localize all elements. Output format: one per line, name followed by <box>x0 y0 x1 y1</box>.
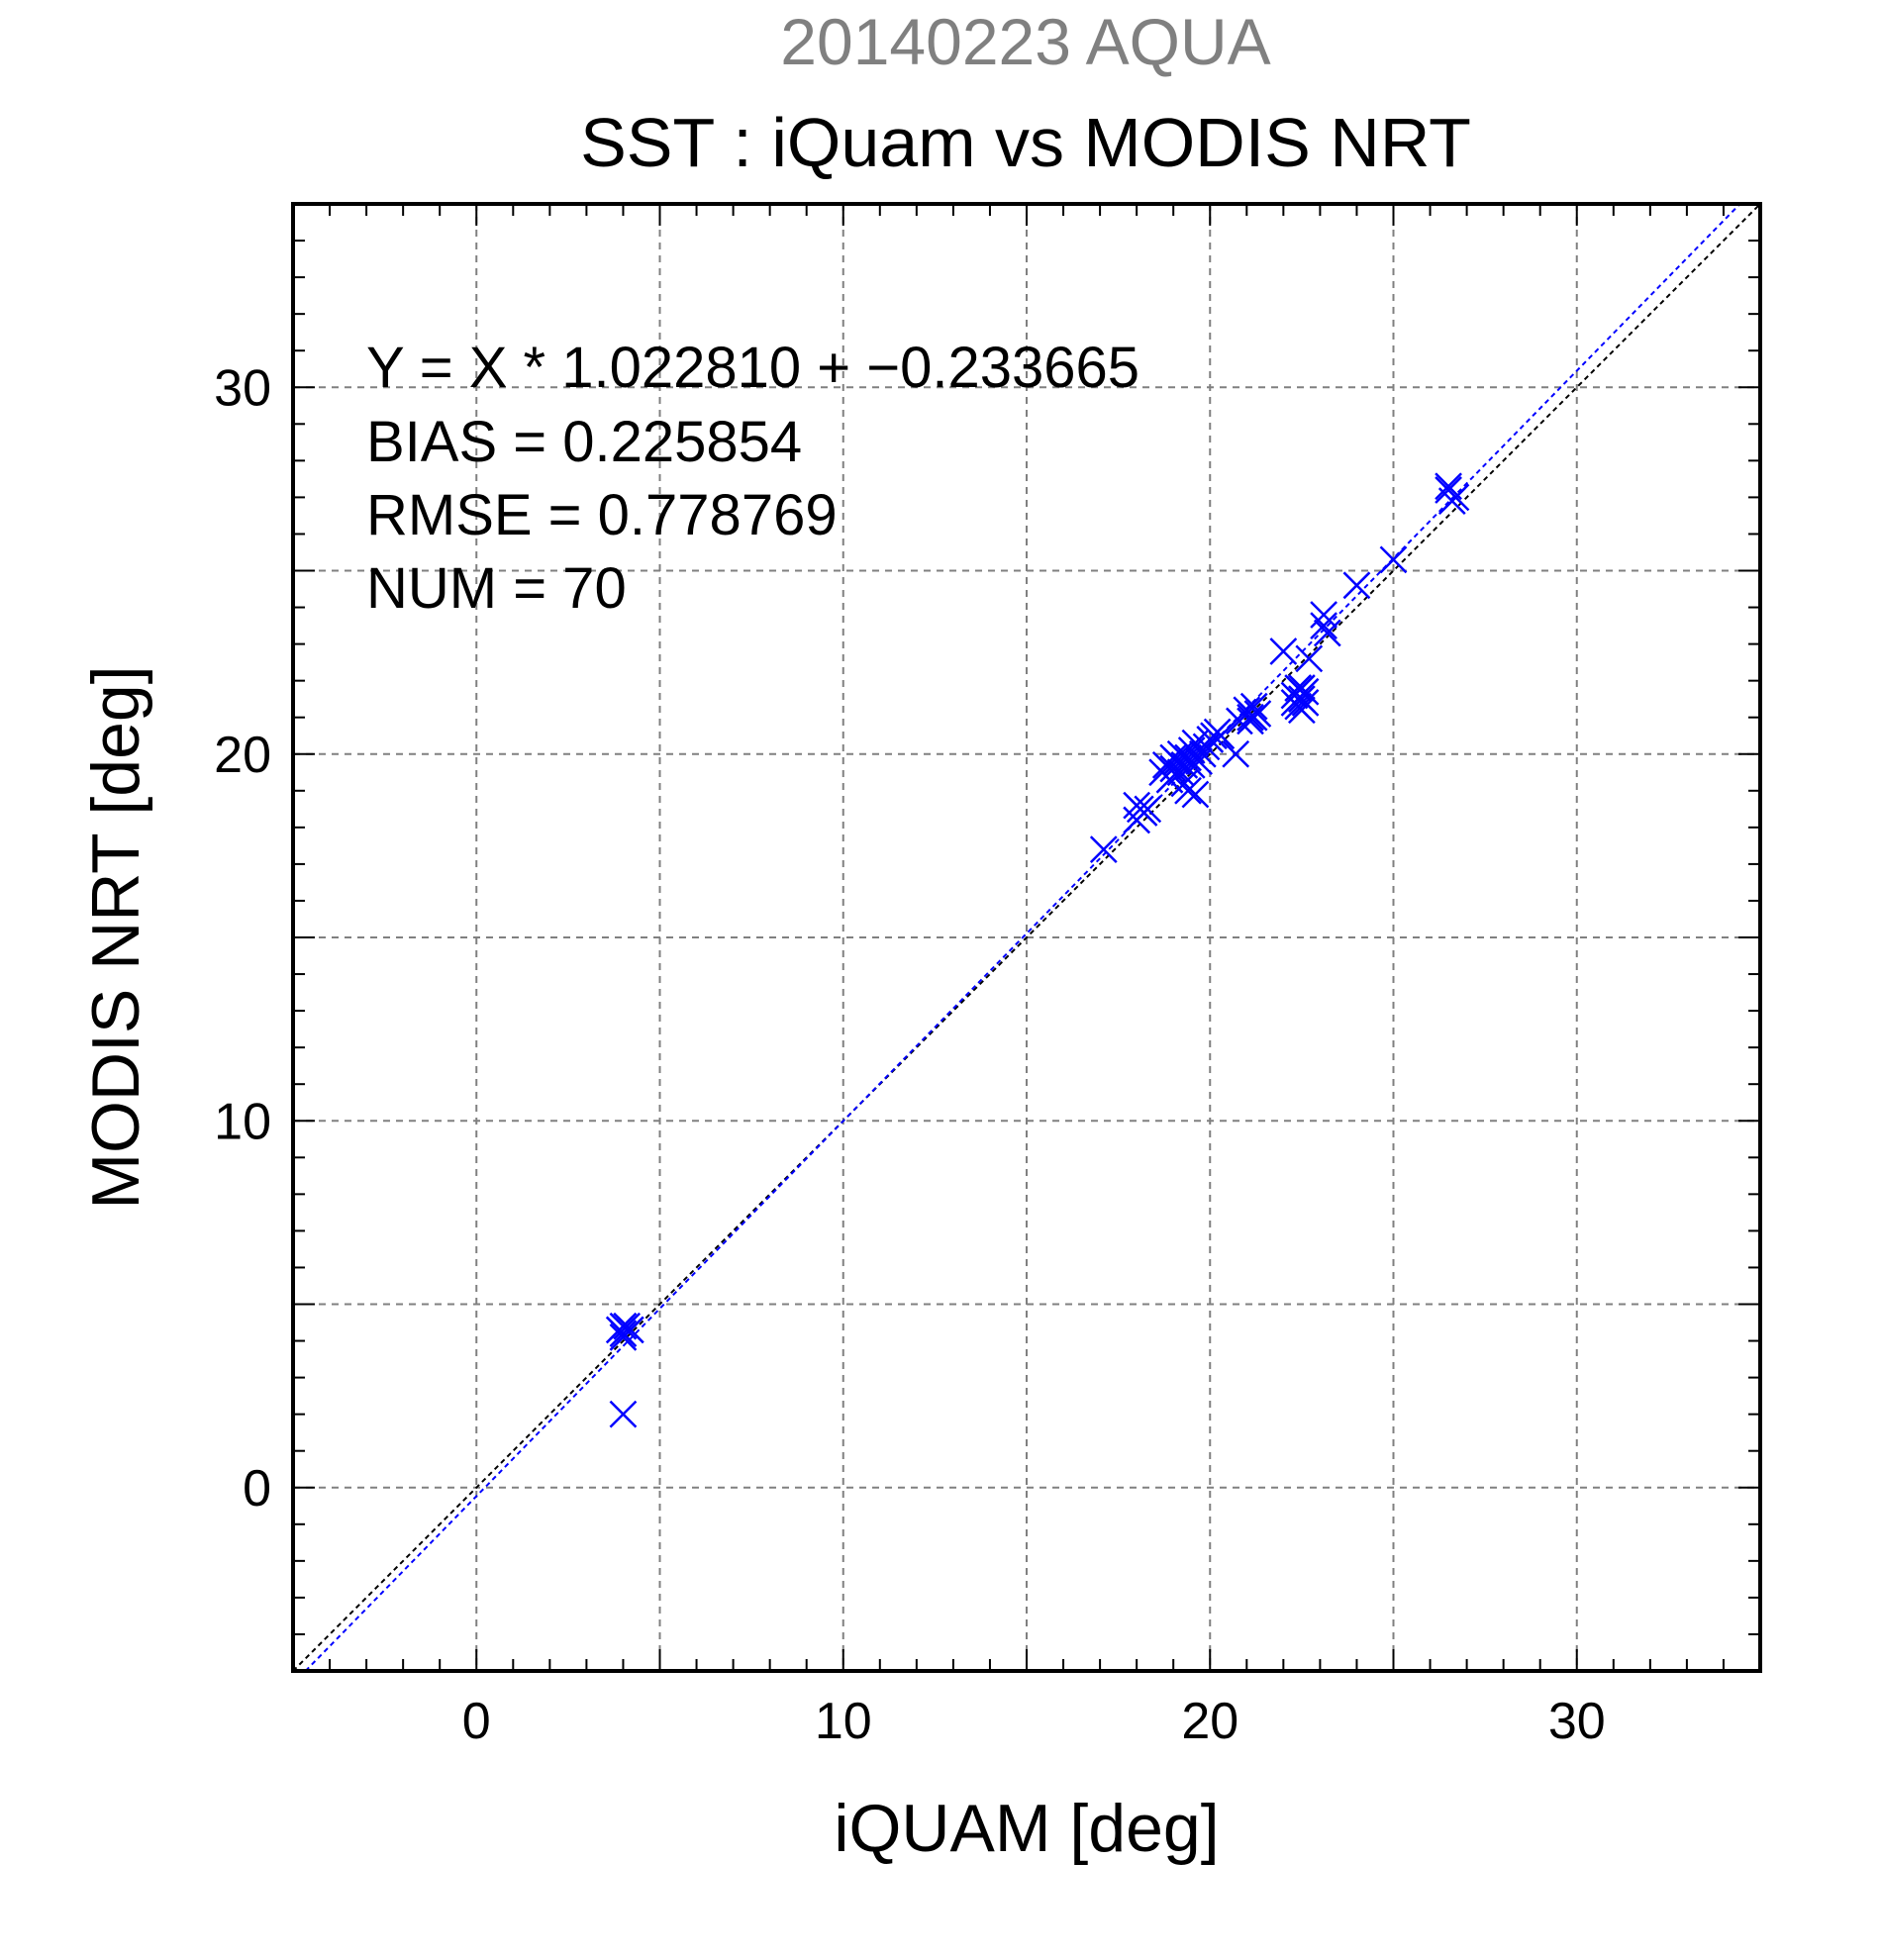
num-text: NUM = 70 <box>366 556 627 621</box>
data-point <box>1310 601 1337 629</box>
data-point <box>1181 780 1210 809</box>
x-tick-label: 0 <box>462 1693 491 1750</box>
fit-equation-text: Y = X * 1.022810 + −0.233665 <box>366 336 1139 400</box>
regression-fit-line <box>304 204 1741 1671</box>
y-tick-label: 30 <box>214 359 271 417</box>
data-point <box>1280 688 1309 717</box>
data-point <box>1174 776 1202 805</box>
data-point <box>1185 747 1214 776</box>
plot-frame <box>291 202 1762 1673</box>
reference-lines <box>293 204 1760 1671</box>
data-point <box>605 1316 634 1344</box>
bias-text: BIAS = 0.225854 <box>366 410 802 474</box>
data-point <box>1123 791 1151 820</box>
x-tick-label: 10 <box>815 1693 872 1750</box>
x-tick-label: 30 <box>1548 1693 1606 1750</box>
x-axis-label: iQUAM [deg] <box>834 1791 1219 1866</box>
data-point <box>609 1400 638 1428</box>
data-point <box>1313 619 1341 647</box>
grid-lines <box>293 204 1760 1671</box>
data-point <box>1134 795 1162 824</box>
data-point <box>1441 483 1470 512</box>
y-tick-label: 20 <box>214 727 271 784</box>
data-point <box>1207 722 1236 750</box>
data-point <box>1222 739 1250 768</box>
y-tick-label: 0 <box>243 1460 271 1518</box>
data-point <box>1287 674 1316 702</box>
data-point <box>1089 835 1118 863</box>
x-tick-label: 20 <box>1181 1693 1238 1750</box>
data-point <box>1342 571 1371 600</box>
data-point <box>1269 637 1298 665</box>
y-axis-label: MODIS NRT [deg] <box>78 665 153 1209</box>
y-tick-label: 10 <box>214 1093 271 1150</box>
data-point <box>1310 612 1337 639</box>
data-point <box>1243 700 1272 728</box>
data-point <box>1237 703 1264 732</box>
chart-supertitle: 20140223 AQUA <box>780 5 1270 78</box>
identity-line <box>293 204 1760 1671</box>
stats-annotation: Y = X * 1.022810 + −0.233665 BIAS = 0.22… <box>366 336 1139 621</box>
data-point <box>1239 692 1268 721</box>
tick-labels: 0 10 20 30 0 10 20 30 <box>214 359 1606 1750</box>
data-point <box>1295 644 1324 673</box>
data-point <box>1379 545 1408 574</box>
rmse-text: RMSE = 0.778769 <box>366 483 838 547</box>
data-point <box>616 1316 644 1344</box>
chart-title: SST : iQuam vs MODIS NRT <box>580 104 1471 181</box>
data-points <box>605 472 1470 1428</box>
